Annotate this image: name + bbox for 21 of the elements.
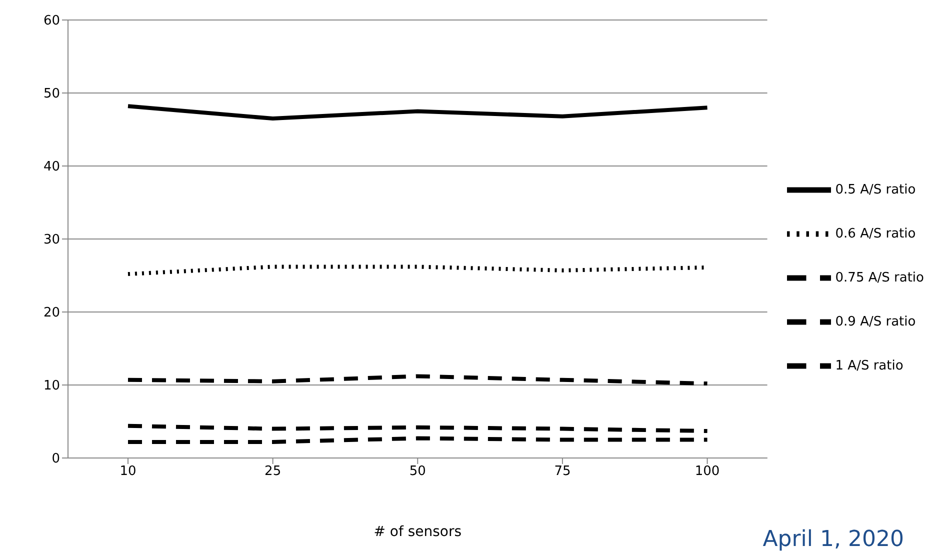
y-tick-label: 50 bbox=[43, 86, 60, 102]
line-series bbox=[126, 374, 710, 386]
y-tick-label: 10 bbox=[43, 378, 60, 394]
y-tick-label: 60 bbox=[43, 14, 60, 29]
legend-label: 0.6 A/S ratio bbox=[835, 226, 916, 242]
legend-label: 1 A/S ratio bbox=[835, 358, 904, 374]
y-tick-label: 40 bbox=[43, 160, 60, 175]
line-series bbox=[126, 104, 710, 121]
x-tick-label: 75 bbox=[554, 464, 571, 480]
x-tick-label: 100 bbox=[694, 464, 720, 480]
y-tick-label: 20 bbox=[43, 306, 60, 321]
x-tick-label: 25 bbox=[264, 464, 282, 480]
y-tick-label: 0 bbox=[52, 452, 60, 467]
x-tick-label: 10 bbox=[120, 464, 136, 480]
x-axis-title: # of sensors bbox=[374, 524, 462, 540]
legend-label: 0.75 A/S ratio bbox=[835, 270, 924, 286]
y-tick-label: 30 bbox=[43, 232, 60, 248]
text: April 1, 2020 bbox=[762, 527, 904, 552]
x-tick-label: 50 bbox=[409, 464, 426, 480]
legend-label: 0.5 A/S ratio bbox=[835, 182, 916, 198]
legend-label: 0.9 A/S ratio bbox=[835, 314, 916, 330]
